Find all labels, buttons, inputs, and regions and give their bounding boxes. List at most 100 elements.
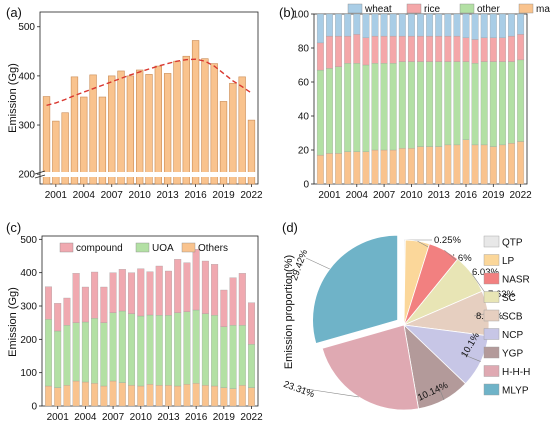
bar-segment-other	[444, 61, 452, 146]
bar-segment-rice	[517, 34, 525, 61]
x-tick-label: 2004	[346, 190, 369, 201]
bar-segment-UOA	[128, 313, 136, 386]
bar-segment-rice	[489, 37, 497, 62]
x-tick-label: 2010	[400, 190, 423, 201]
bar-segment-UOA	[174, 312, 182, 387]
bar	[98, 96, 107, 185]
bar-segment-UOA	[211, 315, 219, 387]
bar-segment-wheat	[435, 13, 443, 37]
legend-label-SC: SC	[502, 293, 516, 304]
bar	[108, 75, 116, 185]
bar-segment-maize	[326, 153, 333, 185]
bar-segment-Others	[146, 384, 154, 407]
bar-segment-maize	[316, 154, 324, 185]
bar-segment-rice	[335, 35, 343, 67]
pie-slice-H-H-H	[321, 324, 419, 411]
bar-segment-compound	[54, 303, 62, 332]
bar-segment-maize	[471, 144, 479, 185]
x-tick-label: 2007	[373, 190, 396, 201]
bar-segment-rice	[453, 35, 461, 62]
bar	[89, 74, 97, 185]
bar-segment-compound	[44, 286, 52, 320]
leader-line	[461, 353, 481, 362]
y-tick-label: 40	[298, 112, 310, 123]
x-tick-label: 2022	[510, 190, 533, 201]
bar-segment-maize	[389, 149, 397, 185]
bar-segment-UOA	[100, 322, 108, 387]
bar-segment-rice	[498, 37, 506, 62]
bar-segment-compound	[174, 259, 182, 313]
bar-segment-compound	[81, 286, 89, 323]
bar	[70, 76, 79, 185]
bar	[117, 70, 125, 185]
bar-segment-other	[489, 61, 497, 147]
x-tick-label: 2019	[213, 412, 236, 423]
x-tick-label: 2007	[102, 412, 125, 423]
bar-segment-maize	[453, 144, 461, 185]
legend-label-Others: Others	[198, 243, 228, 254]
panel-label-a: (a)	[6, 5, 22, 20]
bar-segment-wheat	[362, 13, 370, 38]
bar-segment-UOA	[44, 319, 52, 387]
y-axis-label-a: Emission (Gg)	[7, 63, 19, 133]
bar-segment-wheat	[489, 13, 497, 38]
y-tick-label: 300	[18, 121, 35, 132]
bar-segment-wheat	[389, 13, 397, 37]
bar-segment-UOA	[220, 326, 228, 388]
legend-swatch-SC	[483, 291, 500, 303]
bar-segment-UOA	[229, 325, 237, 389]
x-tick-label: 2022	[240, 190, 263, 201]
bar	[145, 74, 153, 185]
bar-segment-other	[435, 61, 443, 147]
bar-segment-rice	[417, 35, 424, 62]
bar-segment-UOA	[118, 310, 126, 383]
bar-segment-Others	[100, 385, 108, 407]
y-axis-label-c: Emission (Gg)	[7, 287, 19, 357]
bar-segment-other	[389, 63, 397, 151]
bar	[154, 65, 162, 185]
bar-segment-Others	[91, 383, 99, 407]
legend-swatch-other	[459, 3, 475, 14]
bar-segment-other	[508, 61, 515, 144]
y-tick-label: 60	[298, 78, 310, 89]
bar-segment-maize	[480, 144, 488, 185]
bar-segment-Others	[72, 380, 80, 407]
pie-value-label: 23.31%	[282, 379, 317, 401]
bar-segment-compound	[229, 277, 237, 326]
bar-segment-wheat	[462, 13, 470, 38]
x-tick-label: 2004	[74, 412, 97, 423]
x-tick-label: 2022	[240, 412, 263, 423]
bar-segment-wheat	[398, 13, 406, 37]
bar-segment-maize	[398, 148, 406, 185]
bar	[163, 73, 172, 185]
bar-segment-other	[380, 63, 388, 151]
bar-segment-other	[362, 64, 370, 152]
legend-label-UOA: UOA	[152, 243, 174, 254]
legend-label-SCB: SCB	[502, 312, 523, 323]
bar-segment-maize	[362, 151, 370, 185]
y-tick-label: 100	[20, 368, 37, 379]
bar-segment-compound	[164, 270, 172, 316]
bar-segment-UOA	[72, 322, 80, 382]
x-tick-label: 2004	[73, 190, 96, 201]
bar-segment-maize	[498, 144, 506, 185]
bar-segment-maize	[353, 151, 361, 185]
legend-swatch-QTP	[483, 235, 500, 248]
bar-segment-Others	[81, 381, 89, 407]
bar	[61, 112, 69, 185]
legend-swatch-UOA	[135, 242, 150, 253]
bar-segment-wheat	[335, 13, 343, 37]
bar-segment-wheat	[517, 13, 525, 35]
x-tick-label: 2019	[482, 190, 505, 201]
pie-value-label: 7.63%	[488, 289, 515, 300]
bar	[80, 96, 88, 185]
y-tick-label: 200	[20, 335, 37, 346]
bar-segment-rice	[380, 35, 388, 64]
bar-segment-wheat	[380, 13, 388, 37]
bar-segment-maize	[508, 143, 515, 185]
bar-segment-UOA	[54, 330, 62, 388]
bar-segment-wheat	[471, 13, 479, 40]
bar-segment-other	[326, 68, 333, 154]
bar-segment-rice	[407, 35, 415, 62]
bar-segment-other	[316, 69, 324, 156]
